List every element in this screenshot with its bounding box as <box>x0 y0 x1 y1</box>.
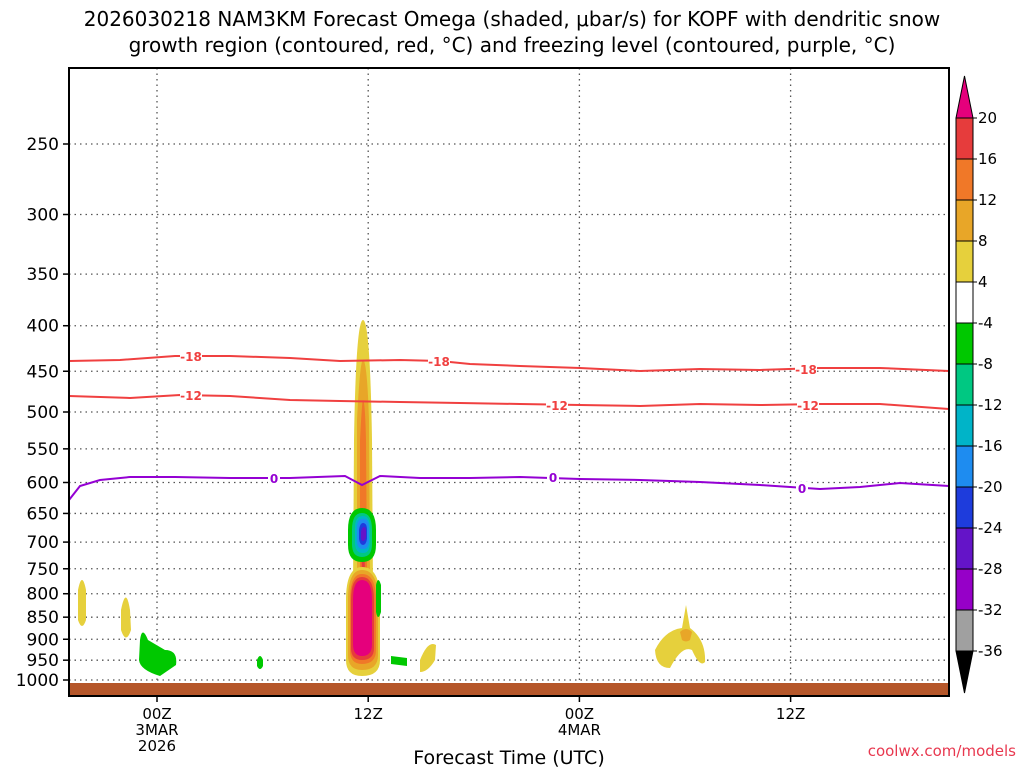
colorbar-segment <box>955 322 974 365</box>
omega-blob-green-3 <box>376 580 381 617</box>
x-tick-label: 3MAR <box>135 721 178 739</box>
contour-label-zero-b: 0 <box>549 471 557 485</box>
omega-blob-green-2 <box>257 656 263 669</box>
colorbar-segment <box>955 240 974 283</box>
colorbar-top-arrow <box>955 75 974 119</box>
colorbar-label: -32 <box>978 601 1003 619</box>
y-tick-label: 450 <box>27 362 59 382</box>
x-tick-label: 4MAR <box>558 721 601 739</box>
omega-blob-orange-4 <box>680 629 692 642</box>
omega-blob-yellow-1 <box>78 580 86 626</box>
contour-lines: -18 -18 -18 -12 -12 -12 0 0 0 <box>69 350 949 501</box>
credit-text: coolwx.com/models <box>868 742 1016 760</box>
contour-label-minus18-c: -18 <box>795 363 817 377</box>
colorbar-label: 12 <box>978 191 997 209</box>
x-tick-label: 12Z <box>776 705 805 723</box>
y-tick-label: 900 <box>27 630 59 650</box>
omega-blob-green-1 <box>139 632 177 676</box>
ground-surface <box>69 683 949 696</box>
colorbar-segment <box>955 609 974 652</box>
colorbar-segment <box>955 281 974 324</box>
colorbar-label: 20 <box>978 109 997 127</box>
contour-label-minus18-a: -18 <box>180 350 202 364</box>
chart-title-line1: 2026030218 NAM3KM Forecast Omega (shaded… <box>84 7 940 31</box>
plot-frame <box>68 67 950 697</box>
omega-negative-cell-core <box>361 527 366 541</box>
y-tick-label: 750 <box>27 560 59 580</box>
x-tick-label: 2026 <box>138 737 176 755</box>
plot-area <box>69 68 949 696</box>
y-tick-label: 950 <box>27 651 59 671</box>
contour-label-minus12-b: -12 <box>546 399 568 413</box>
contour-minus12 <box>69 393 949 410</box>
y-tick-label: 250 <box>27 135 59 155</box>
omega-blob-yellow-4 <box>655 605 706 668</box>
colorbar: 20 16 12 8 4 -4 -8 -12 -16 -20 -24 -28 -32 -36 <box>955 75 1003 694</box>
colorbar-label: -28 <box>978 560 1003 578</box>
grid-lines <box>69 68 949 696</box>
y-tick-label: 600 <box>27 473 59 493</box>
colorbar-segment <box>955 363 974 406</box>
colorbar-label: -16 <box>978 437 1003 455</box>
colorbar-segment <box>955 117 974 160</box>
contour-label-minus18-b: -18 <box>428 355 450 369</box>
omega-lower-column-core <box>353 580 372 656</box>
colorbar-label: -24 <box>978 519 1003 537</box>
colorbar-label: -12 <box>978 396 1003 414</box>
y-tick-label: 300 <box>27 205 59 225</box>
y-tick-label: 550 <box>27 440 59 460</box>
colorbar-label: -4 <box>978 314 993 332</box>
y-axis-ticks: 2503003504004505005506006507007508008509… <box>16 135 69 691</box>
colorbar-segment <box>955 158 974 201</box>
colorbar-segment <box>955 486 974 529</box>
colorbar-segment <box>955 527 974 570</box>
colorbar-segment <box>955 568 974 611</box>
y-tick-label: 1000 <box>16 671 59 691</box>
chart-title-line2: growth region (contoured, red, °C) and f… <box>129 33 896 57</box>
colorbar-bottom-arrow <box>955 650 974 694</box>
contour-label-zero-c: 0 <box>798 482 806 496</box>
y-tick-label: 400 <box>27 317 59 337</box>
omega-blob-yellow-3 <box>420 644 436 672</box>
colorbar-segment <box>955 199 974 242</box>
contour-label-zero-a: 0 <box>270 472 278 486</box>
colorbar-segment <box>955 404 974 447</box>
colorbar-segment <box>955 445 974 488</box>
x-axis-label: Forecast Time (UTC) <box>413 747 604 768</box>
colorbar-label: 16 <box>978 150 997 168</box>
y-tick-label: 500 <box>27 403 59 423</box>
y-tick-label: 350 <box>27 265 59 285</box>
contour-label-minus12-a: -12 <box>180 389 202 403</box>
y-tick-label: 650 <box>27 504 59 524</box>
x-tick-label: 00Z <box>142 705 171 723</box>
y-tick-label: 700 <box>27 533 59 553</box>
contour-minus18 <box>69 355 949 373</box>
colorbar-label: 8 <box>978 232 988 250</box>
colorbar-label: -36 <box>978 642 1003 660</box>
omega-blob-green-4 <box>391 656 407 666</box>
y-tick-label: 850 <box>27 608 59 628</box>
colorbar-label: -20 <box>978 478 1003 496</box>
y-tick-label: 800 <box>27 585 59 605</box>
x-tick-label: 12Z <box>354 705 383 723</box>
colorbar-label: -8 <box>978 355 993 373</box>
colorbar-label: 4 <box>978 273 988 291</box>
contour-label-minus12-c: -12 <box>797 399 819 413</box>
omega-blob-yellow-2 <box>121 597 131 638</box>
x-tick-label: 00Z <box>565 705 594 723</box>
